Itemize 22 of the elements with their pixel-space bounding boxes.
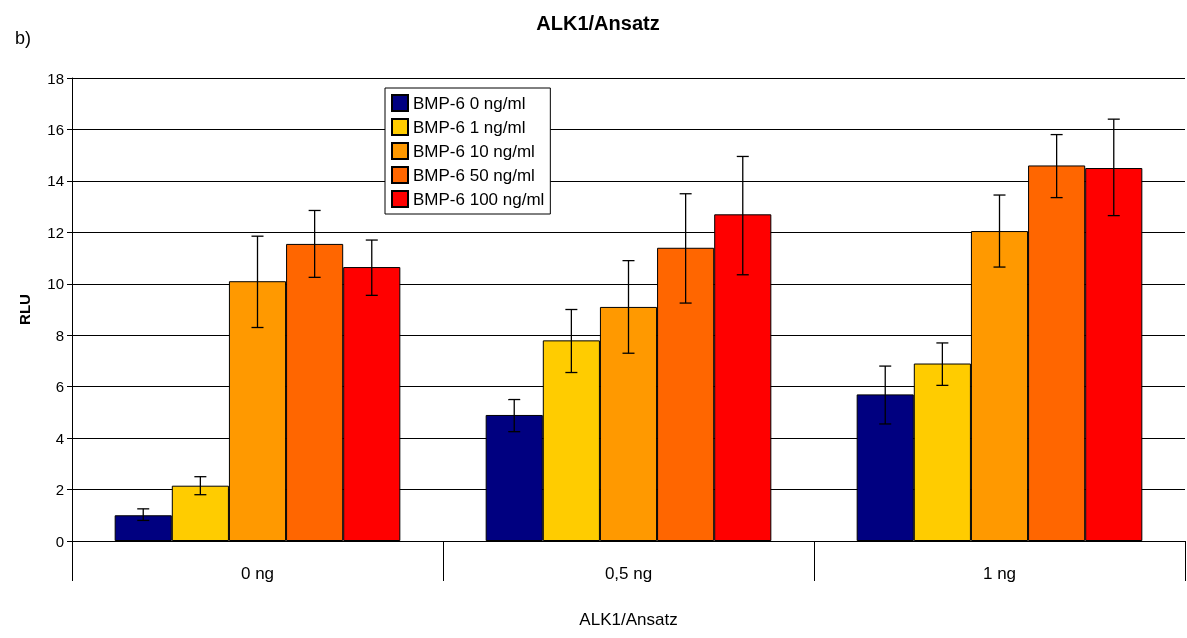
y-tick-label: 14 (47, 172, 64, 190)
y-tick-label: 18 (47, 69, 64, 87)
legend-label: BMP-6 10 ng/ml (413, 141, 535, 161)
text: b) (15, 28, 32, 48)
x-tick-label: 0 ng (240, 564, 275, 583)
y-tick-label: 16 (47, 120, 64, 138)
x-axis-title: ALK1/Ansatz (579, 610, 678, 629)
x-tick-label: 0,5 ng (604, 564, 653, 583)
y-tick-label: 8 (55, 326, 64, 344)
y-tick-label: 4 (55, 429, 64, 447)
x-tick-label: 1 ng (982, 564, 1017, 583)
chart-title: ALK1/Ansatz (536, 12, 660, 34)
legend-label: BMP-6 0 ng/ml (413, 93, 526, 113)
legend-label: BMP-6 1 ng/ml (413, 117, 526, 137)
y-axis-title: RLU (16, 294, 33, 325)
y-tick-label: 12 (47, 223, 64, 241)
legend-label: BMP-6 50 ng/ml (413, 165, 535, 185)
y-tick-label: 2 (55, 481, 64, 499)
y-tick-label: 10 (47, 275, 64, 293)
legend-label: BMP-6 100 ng/ml (413, 189, 545, 209)
y-tick-label: 0 (55, 532, 64, 550)
y-tick-label: 6 (55, 378, 64, 396)
